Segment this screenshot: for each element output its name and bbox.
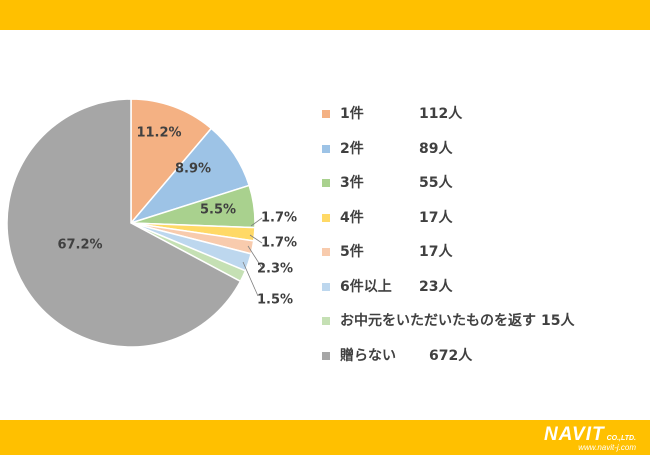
legend-item-6: 6件以上 23人 — [322, 274, 574, 309]
legend-count: 15人 — [541, 313, 575, 329]
bottom-banner — [0, 420, 650, 455]
data-label: 8.9% — [175, 162, 211, 177]
legend-label: 4件 — [340, 209, 364, 226]
brand-logo: NAVIT CO.,LTD. www.navit-j.com — [544, 424, 636, 452]
legend-label: 贈らない — [340, 347, 396, 364]
legend-count: 672人 — [429, 347, 473, 364]
legend-count: 17人 — [419, 244, 453, 260]
legend-swatch — [322, 179, 330, 187]
legend-swatch — [322, 282, 330, 291]
pie-chart: 11.2% 8.9% 5.5% 1.7% 1.7% 2.3% 1.5% 67.2% — [6, 98, 297, 348]
pie-slices — [6, 98, 256, 348]
brand-name: NAVIT — [543, 424, 605, 445]
leader-lines — [242, 217, 263, 297]
data-label: 11.2% — [136, 126, 181, 141]
legend-label: 2件 — [340, 140, 364, 157]
legend-label: 1件 — [340, 106, 364, 122]
legend-count: 23人 — [419, 278, 453, 295]
leader-line — [242, 261, 259, 297]
leader-line — [249, 234, 263, 244]
data-label: 2.3% — [257, 262, 293, 277]
legend-count: 112人 — [419, 106, 463, 122]
leader-line — [250, 217, 263, 227]
pie-slice — [130, 98, 213, 226]
legend-swatch — [322, 213, 330, 222]
data-label: 1.5% — [257, 293, 293, 308]
data-label: 1.7% — [261, 211, 297, 226]
legend: 1件 112人 2件 89人 3件 55人 4件 17人 5件 17人 6件以上… — [322, 101, 574, 377]
data-labels: 11.2% 8.9% 5.5% 1.7% 1.7% 2.3% 1.5% 67.2% — [57, 126, 297, 308]
data-label: 67.2% — [57, 238, 102, 253]
pie-slice — [6, 98, 242, 348]
legend-swatch — [322, 144, 330, 153]
legend-label: 3件 — [340, 175, 364, 191]
brand-url: www.navit-j.com — [578, 443, 636, 452]
legend-item-7: お中元をいただいたものを返す 15人 — [322, 308, 574, 343]
data-label: 1.7% — [261, 236, 297, 251]
leader-line — [247, 245, 263, 269]
legend-swatch — [322, 110, 330, 118]
legend-label: 5件 — [340, 244, 364, 260]
top-banner — [0, 0, 650, 30]
legend-item-1: 1件 112人 — [322, 101, 574, 136]
legend-label: お中元をいただいたものを返す — [340, 313, 536, 329]
legend-swatch — [322, 351, 330, 360]
legend-item-3: 3件 55人 — [322, 170, 574, 205]
legend-swatch — [322, 248, 330, 256]
legend-item-8: 贈らない 672人 — [322, 343, 574, 378]
legend-item-2: 2件 89人 — [322, 136, 574, 171]
legend-label: 6件以上 — [340, 278, 392, 295]
legend-item-4: 4件 17人 — [322, 205, 574, 240]
legend-item-5: 5件 17人 — [322, 239, 574, 274]
legend-count: 17人 — [419, 209, 453, 226]
brand-suffix: CO.,LTD. — [606, 435, 636, 442]
legend-count: 55人 — [419, 175, 453, 191]
legend-count: 89人 — [419, 140, 453, 157]
legend-swatch — [322, 317, 330, 325]
data-label: 5.5% — [200, 203, 236, 218]
